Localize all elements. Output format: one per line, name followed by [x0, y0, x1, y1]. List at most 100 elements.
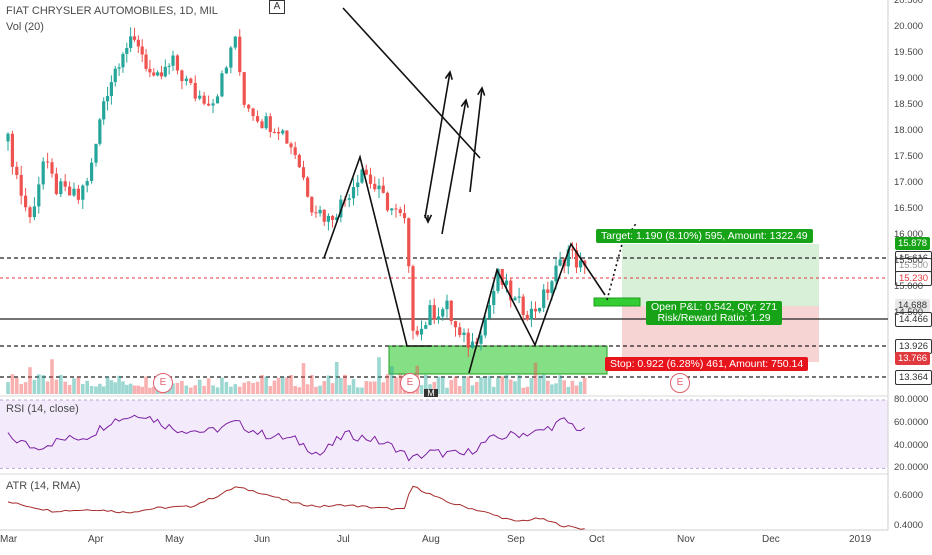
price-tick-label: 19.500: [894, 47, 924, 58]
volume-bar: [94, 386, 98, 394]
price-tick-label: 15.000: [894, 281, 924, 292]
candle-body: [121, 53, 125, 68]
price-tick-label: 19.000: [894, 73, 924, 84]
candle-body: [558, 259, 562, 266]
earnings-mark[interactable]: E: [400, 373, 420, 393]
volume-bar: [533, 362, 538, 394]
volume-bar: [423, 374, 428, 394]
candle-body: [466, 332, 470, 348]
candle-body: [411, 266, 415, 331]
earnings-mark[interactable]: E: [670, 373, 690, 393]
rsi-tick-label: 60.0000: [894, 416, 929, 428]
pnl-line: Open P&L: 0.542, Qty: 271: [651, 301, 778, 313]
candle-body: [449, 300, 453, 322]
arrow-head: [423, 214, 433, 224]
rsi-legend: RSI (14, close): [6, 403, 79, 415]
entry-marker: [593, 297, 641, 307]
price-level-label: 13.766: [895, 352, 930, 365]
volume-bar: [136, 385, 141, 394]
risk-reward-line: Risk/Reward Ratio: 1.29: [657, 312, 771, 324]
candle-body: [215, 96, 220, 104]
volume-bar: [224, 381, 229, 394]
annotation-a-badge[interactable]: A: [269, 0, 285, 14]
volume-bar: [171, 383, 175, 394]
volume-bar: [220, 377, 224, 394]
rsi-band: [0, 400, 888, 468]
volume-bar: [180, 380, 184, 394]
earnings-mark[interactable]: E: [153, 373, 173, 393]
candle-body: [314, 212, 318, 214]
candle-body: [394, 208, 398, 210]
volume-bar: [280, 377, 285, 394]
volume-bar: [351, 379, 356, 394]
volume-bar: [76, 376, 81, 394]
volume-bar: [264, 376, 268, 394]
support-zone: [388, 345, 608, 375]
target-label: Target: 1.190 (8.10%) 595, Amount: 1322.…: [596, 229, 813, 243]
candle-body: [529, 308, 533, 320]
time-tick-label: May: [165, 534, 184, 545]
candle-body: [436, 316, 441, 320]
volume-bar: [272, 380, 277, 394]
candle-body: [242, 72, 246, 105]
candle-body: [517, 296, 521, 298]
annotation-m-badge[interactable]: M: [424, 389, 438, 397]
candle-body: [159, 72, 164, 77]
candle-body: [152, 72, 156, 76]
candle-body: [102, 101, 106, 120]
volume-bar: [310, 374, 314, 394]
volume-bar: [381, 382, 386, 394]
volume-bar: [10, 374, 15, 394]
time-tick-label: Jun: [254, 534, 271, 545]
candle-body: [229, 47, 233, 68]
volume-bar: [305, 384, 310, 394]
candle-body: [496, 269, 500, 292]
candle-body: [268, 116, 272, 132]
volume-bar: [72, 378, 76, 394]
candle-body: [301, 167, 306, 178]
candle-body: [136, 39, 140, 47]
volume-bar: [470, 385, 475, 394]
candle-body: [453, 321, 458, 328]
price-level-label: 13.364: [895, 370, 932, 385]
candle-body: [6, 133, 10, 142]
candle-body: [285, 130, 289, 144]
volume-bar: [574, 385, 579, 394]
candle-body: [129, 36, 133, 48]
volume-bar: [566, 386, 571, 394]
candle-body: [402, 213, 407, 219]
volume-bar: [251, 382, 255, 394]
time-tick-label: Nov: [677, 534, 695, 545]
volume-bar: [314, 386, 318, 394]
volume-bar: [215, 387, 220, 394]
volume-bar: [246, 381, 251, 394]
candle-body: [407, 218, 411, 267]
volume-bar: [132, 385, 137, 394]
time-tick-label: Apr: [88, 534, 104, 545]
volume-bar: [462, 376, 466, 394]
stop-label: Stop: 0.922 (6.28%) 461, Amount: 750.14: [605, 357, 809, 371]
volume-bar: [521, 387, 525, 394]
volume-bar: [109, 380, 114, 394]
price-tick-label: 17.500: [894, 151, 924, 162]
rsi-line: [7, 414, 585, 462]
candle-body: [500, 269, 504, 285]
candle-body: [72, 188, 76, 196]
time-tick-label: Aug: [422, 534, 440, 545]
candle-body: [46, 161, 50, 163]
volume-bar: [504, 374, 509, 394]
atr-tick-label: 0.6000: [894, 490, 924, 501]
candle-body: [458, 327, 462, 336]
candle-body: [272, 131, 277, 133]
candle-body: [368, 174, 373, 184]
volume-bar: [440, 377, 445, 394]
candle-body: [98, 119, 102, 144]
candle-body: [144, 54, 148, 69]
time-tick-label: Mar: [0, 534, 18, 545]
volume-bar: [206, 378, 211, 394]
volume-bar: [339, 377, 343, 394]
volume-bar: [372, 381, 377, 394]
time-tick-label: 2019: [849, 534, 872, 545]
